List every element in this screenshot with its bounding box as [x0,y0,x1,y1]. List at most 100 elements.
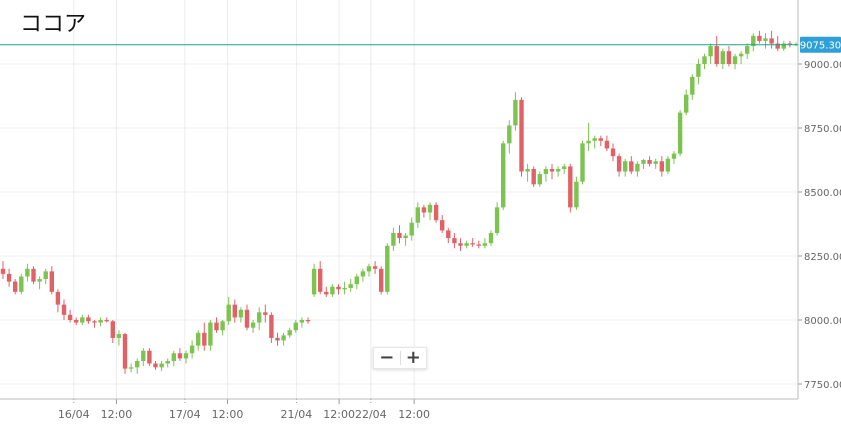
candle-body [494,207,500,233]
candle-body [202,332,207,346]
candle-body [86,317,91,322]
x-tick-label: 21/04 [281,408,313,421]
candle-body [366,266,372,272]
candle-body [80,317,85,323]
candle-body [653,161,658,164]
candle-body [714,46,719,64]
candle-body [31,268,36,282]
y-tick-label: 8750.00 [804,124,841,135]
zoom-out-button[interactable]: − [379,347,395,368]
candle-body [696,64,701,77]
candle-body [592,138,597,141]
candle-body [25,268,30,277]
candle-body [720,51,725,64]
candle-body [244,309,250,328]
y-tick-label: 8500.00 [804,188,841,199]
candle-body [110,321,115,338]
candle-body [391,232,396,246]
candle-body [421,207,427,213]
candle-body [104,320,109,322]
candle-body [464,243,469,246]
candle-body [67,314,73,320]
candle-body [440,220,445,231]
candle-body [757,35,762,41]
candle-body [641,160,646,164]
x-tick-label: 17/04 [169,408,201,421]
candle-body [598,138,603,141]
candle-body [574,181,579,208]
candle-body [568,166,573,208]
candle-body [318,268,323,292]
y-tick-label: 9000.00 [804,60,841,71]
candle-body [232,304,237,318]
candle-body [476,244,481,246]
candle-body [488,232,494,244]
candle-body [586,140,591,144]
candle-body [141,350,146,361]
current-price-label: 9075.30 [800,41,841,52]
candle-body [549,168,555,172]
candle-body [135,360,140,368]
candle-body [397,232,402,239]
candle-body [732,56,738,64]
candle-body [403,235,408,239]
candle-body [458,243,463,246]
candle-body [787,43,793,45]
candle-body [305,320,311,322]
candle-body [604,140,610,149]
candle-body [275,337,280,341]
candle-body [348,284,353,288]
candle-body [311,268,317,295]
candle-body [781,43,786,49]
candle-body [92,321,97,323]
candle-body [0,268,6,274]
candle-body [61,304,67,315]
candle-body [74,320,79,323]
candle-body [629,161,634,172]
candle-body [751,35,756,47]
candle-body [665,158,671,172]
candle-body [543,168,549,175]
candle-body [647,160,652,164]
candle-body [360,271,366,277]
candle-body [690,76,695,95]
candle-body [446,230,451,239]
candle-body [177,353,183,359]
candle-body [610,148,616,157]
x-tick-label: 12:00 [398,408,430,421]
candle-body [769,38,774,44]
x-tick-label: 22/04 [355,408,387,421]
y-tick-label: 8000.00 [804,316,841,327]
candle-body [299,320,305,323]
candle-body [147,350,152,364]
candle-body [635,163,640,172]
candle-body [281,335,286,341]
candle-body [226,304,231,322]
candle-body [684,94,689,113]
chart-title: ココア [20,12,87,37]
candle-body [470,243,475,245]
candle-body [128,367,134,369]
candle-body [6,273,12,282]
candle-body [324,291,329,295]
candle-body [55,291,61,305]
candle-body [507,125,512,144]
candle-body [671,153,677,159]
candle-body [183,353,189,359]
candle-body [702,56,707,64]
candle-body [623,161,628,172]
candle-body [537,174,542,185]
candle-body [196,332,201,346]
x-tick-label: 12:00 [212,408,244,421]
candle-body [513,99,518,126]
candle-body [708,46,713,57]
zoom-in-button[interactable]: + [405,347,421,368]
candle-body [208,322,213,346]
candle-body [330,286,335,295]
candle-body [738,53,744,57]
candle-body [98,320,103,323]
candle-body [616,156,622,172]
candle-body [519,99,524,172]
candle-body [385,245,390,292]
